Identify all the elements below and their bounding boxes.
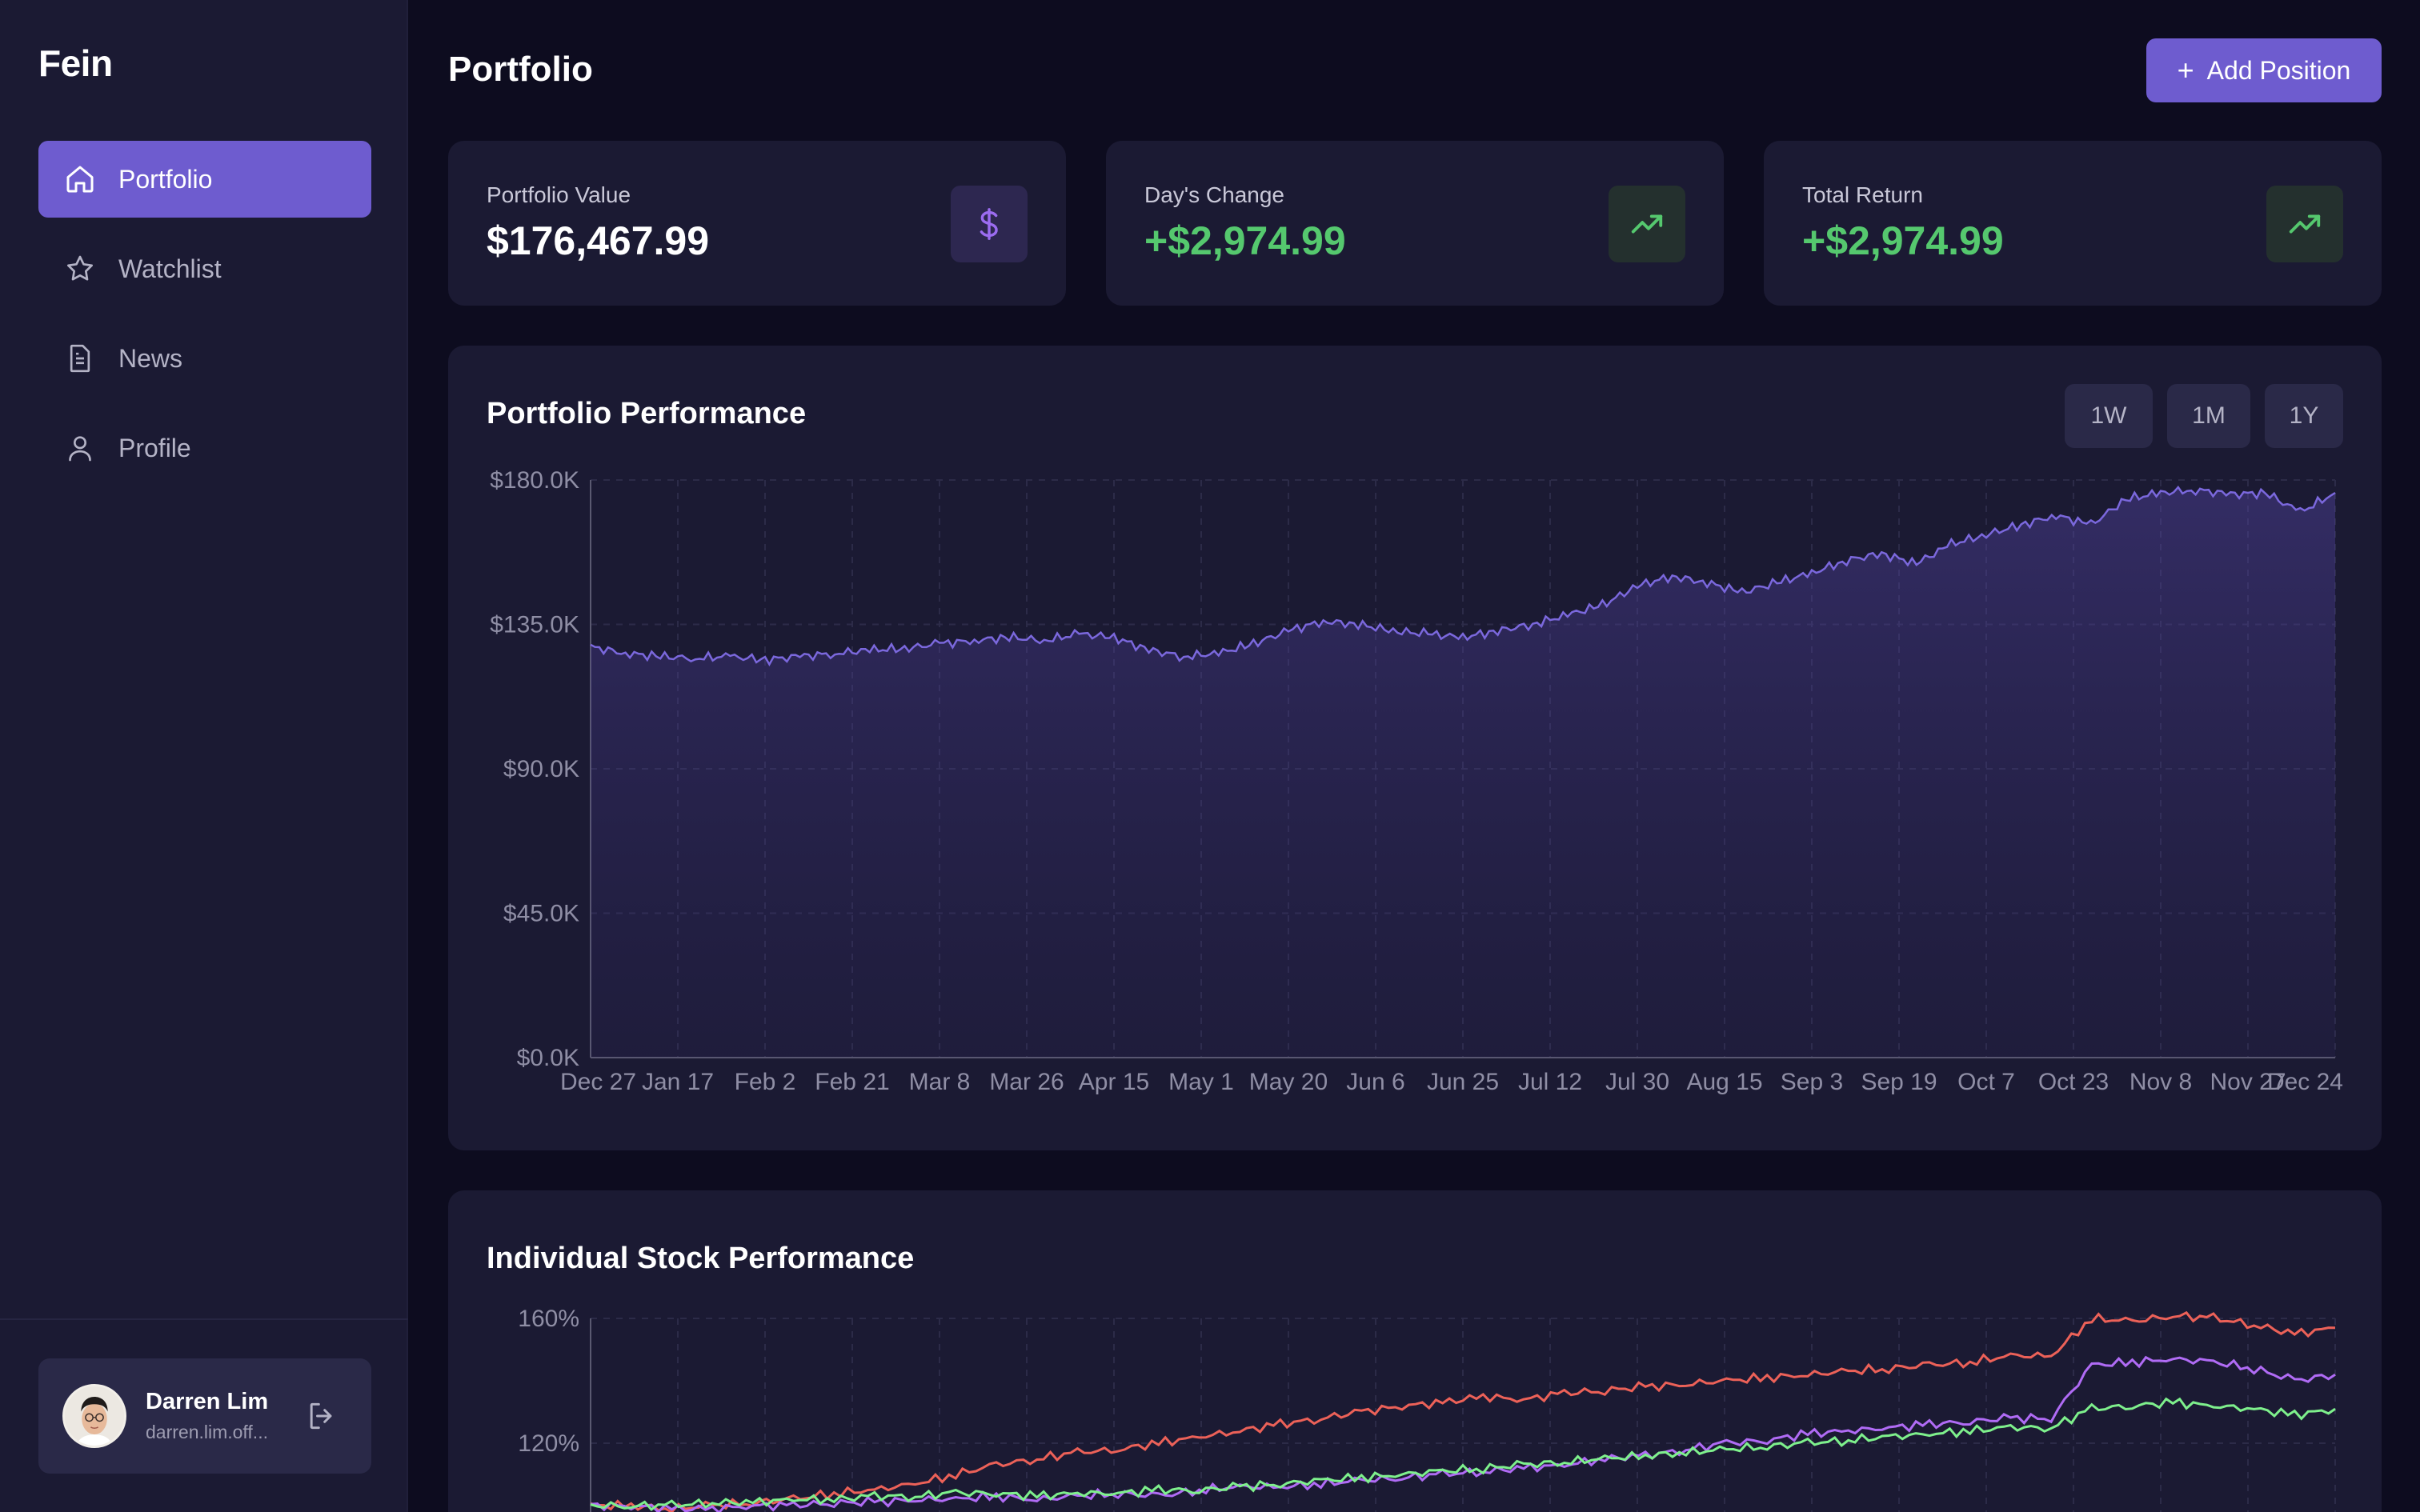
x-tick-label: Dec 27	[560, 1069, 636, 1095]
x-tick-label: Aug 15	[1686, 1069, 1762, 1095]
sidebar-item-label: Watchlist	[118, 254, 222, 283]
x-tick-label: Feb 21	[815, 1069, 889, 1095]
individual-stock-chart: 160% 120%	[518, 1306, 2336, 1512]
x-tick-label: Jun 6	[1346, 1069, 1404, 1095]
sidebar-nav: Portfolio Watchlist News Profile	[38, 141, 371, 499]
add-position-button[interactable]: + Add Position	[2146, 38, 2382, 102]
sidebar-item-news[interactable]: News	[38, 320, 371, 397]
user-meta: Darren Lim darren.lim.off...	[146, 1389, 290, 1443]
page-title: Portfolio	[448, 50, 593, 89]
sidebar-item-watchlist[interactable]: Watchlist	[38, 230, 371, 307]
stat-value: +$2,974.99	[1144, 218, 1346, 263]
x-tick-label: Nov 8	[2130, 1069, 2192, 1095]
stock-series-line	[590, 1397, 2336, 1512]
x-tick-label: Dec 24	[2267, 1069, 2343, 1095]
x-tick-label: Jul 12	[1518, 1069, 1582, 1095]
individual-stock-card: Individual Stock Performance 160% 120%	[448, 1190, 2382, 1512]
x-tick-label: Mar 26	[989, 1069, 1064, 1095]
stock-series-line	[590, 1310, 2336, 1512]
x-tick-label: Oct 23	[2038, 1069, 2109, 1095]
y-tick-label: 160%	[518, 1306, 579, 1332]
y-tick-label: $45.0K	[503, 901, 579, 927]
y-tick-label: $180.0K	[490, 467, 579, 494]
dollar-icon	[951, 186, 1028, 262]
x-tick-label: Jul 30	[1605, 1069, 1669, 1095]
y-tick-label: $90.0K	[503, 756, 579, 782]
avatar	[62, 1384, 126, 1448]
x-tick-label: May 20	[1249, 1069, 1328, 1095]
stat-value: $176,467.99	[487, 218, 710, 263]
series-line	[590, 485, 2336, 667]
x-tick-label: May 1	[1168, 1069, 1234, 1095]
sidebar-item-label: Portfolio	[118, 164, 213, 194]
x-tick-label: Nov 27	[2210, 1069, 2286, 1095]
portfolio-performance-card: Portfolio Performance 1W 1M 1Y $180.0K $1…	[448, 346, 2382, 1150]
area-fill	[591, 487, 2335, 1058]
sidebar-item-portfolio[interactable]: Portfolio	[38, 141, 371, 218]
x-tick-label: Jun 25	[1427, 1069, 1499, 1095]
x-tick-label: Mar 8	[909, 1069, 971, 1095]
y-tick-label: $0.0K	[517, 1045, 579, 1071]
x-tick-label: Sep 19	[1861, 1069, 1937, 1095]
stat-label: Day's Change	[1144, 182, 1284, 207]
y-tick-label: 120%	[518, 1430, 579, 1457]
y-tick-label: $135.0K	[490, 612, 579, 638]
portfolio-performance-title: Portfolio Performance	[487, 397, 807, 430]
range-button-1w[interactable]: 1W	[2065, 384, 2153, 448]
sidebar-divider	[0, 1318, 408, 1320]
stat-card-portfolio-value: Portfolio Value $176,467.99	[448, 141, 1066, 306]
sidebar-item-profile[interactable]: Profile	[38, 410, 371, 486]
range-selector: 1W 1M 1Y	[2050, 384, 2343, 448]
user-name: Darren Lim	[146, 1389, 269, 1414]
range-button-1m[interactable]: 1M	[2167, 384, 2250, 448]
stat-card-days-change: Day's Change +$2,974.99	[1106, 141, 1724, 306]
document-icon	[64, 342, 96, 374]
sidebar: Fein Portfolio Watchlist News	[0, 0, 408, 1512]
home-icon	[64, 163, 96, 195]
x-tick-label: Jan 17	[642, 1069, 714, 1095]
user-card[interactable]: Darren Lim darren.lim.off...	[38, 1358, 371, 1474]
logout-icon[interactable]	[304, 1398, 339, 1434]
x-tick-label: Sep 3	[1781, 1069, 1843, 1095]
individual-stock-title: Individual Stock Performance	[487, 1242, 915, 1275]
stat-label: Total Return	[1802, 182, 1923, 207]
x-tick-label: Oct 7	[1957, 1069, 2015, 1095]
sidebar-item-label: Profile	[118, 433, 191, 462]
user-email: darren.lim.off...	[146, 1422, 268, 1442]
x-tick-label: Feb 2	[735, 1069, 796, 1095]
trending-up-icon	[2266, 186, 2343, 262]
star-icon	[64, 253, 96, 285]
add-position-label: Add Position	[2206, 55, 2351, 85]
stat-label: Portfolio Value	[487, 182, 631, 207]
x-tick-label: Apr 15	[1079, 1069, 1149, 1095]
trending-up-icon	[1609, 186, 1685, 262]
brand-logo: Fein	[38, 42, 113, 84]
plus-icon: +	[2177, 54, 2194, 86]
sidebar-item-label: News	[118, 343, 183, 373]
user-icon	[64, 432, 96, 464]
stat-card-total-return: Total Return +$2,974.99	[1764, 141, 2382, 306]
stat-value: +$2,974.99	[1802, 218, 2004, 263]
range-button-1y[interactable]: 1Y	[2265, 384, 2343, 448]
